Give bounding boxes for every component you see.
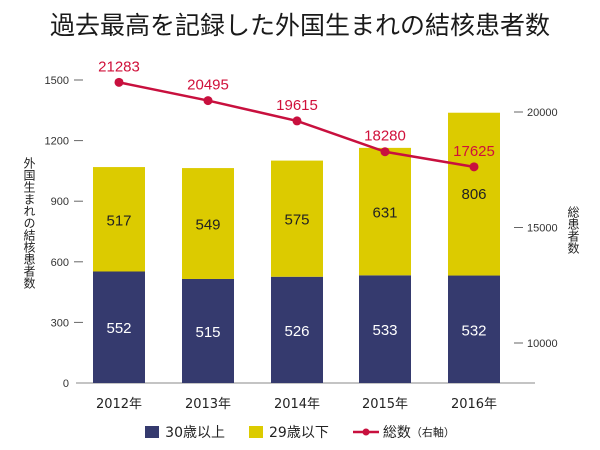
left-tick-label: 600	[51, 257, 69, 269]
bar-label-30plus: 552	[106, 320, 131, 337]
total-line: 21283 20495 19615 18280 17625	[98, 58, 495, 172]
bar-label-29under: 631	[372, 205, 397, 222]
right-tick-label: 15000	[527, 223, 558, 235]
right-axis-title: 総患者数	[566, 206, 580, 254]
total-point-label: 17625	[453, 143, 495, 160]
legend-label-30plus: 30歳以上	[165, 425, 225, 441]
legend-label-29under: 29歳以下	[269, 425, 329, 441]
legend: 30歳以上 29歳以下 総数 （右軸）	[0, 422, 600, 442]
bar-label-29under: 549	[195, 217, 220, 234]
total-point-label: 21283	[98, 58, 140, 75]
left-tick-label: 300	[51, 317, 69, 329]
legend-swatch-30plus	[145, 426, 160, 438]
x-tick-label: 2016年	[451, 397, 497, 412]
total-point	[469, 162, 479, 172]
bar-label-29under: 575	[284, 212, 309, 229]
bar-29under	[359, 147, 411, 276]
bar-label-30plus: 526	[284, 323, 309, 340]
left-axis: 0 300 600 900 1200 1500	[45, 75, 83, 390]
legend-swatch-29under	[249, 426, 263, 438]
left-tick-label: 1200	[45, 136, 69, 148]
total-point	[203, 96, 213, 106]
left-tick-label: 0	[63, 378, 69, 390]
bar-30plus	[93, 271, 145, 383]
bar-label-30plus: 533	[372, 322, 397, 339]
legend-item-total: 総数 （右軸）	[352, 422, 455, 442]
right-axis: 10000 15000 20000	[514, 107, 558, 350]
bar-label-30plus: 532	[461, 322, 486, 339]
total-point-label: 19615	[276, 97, 318, 114]
bar-29under	[182, 168, 234, 279]
bar-label-29under: 517	[106, 212, 131, 229]
legend-line-marker-icon	[352, 428, 379, 436]
x-tick-label: 2012年	[96, 397, 142, 412]
bar-30plus	[359, 275, 411, 383]
left-tick-label: 1500	[45, 75, 69, 87]
x-tick-label: 2015年	[362, 397, 408, 412]
bar-29under	[448, 112, 500, 276]
legend-label-total-suffix: （右軸）	[410, 426, 455, 439]
x-tick-label: 2014年	[274, 397, 320, 412]
bar-label-30plus: 515	[195, 324, 220, 341]
left-axis-title: 外国生まれの結核患者数	[22, 157, 36, 289]
legend-label-total: 総数	[382, 425, 411, 441]
legend-item-29under: 29歳以下	[249, 422, 329, 442]
chart-title: 過去最高を記録した外国生まれの結核患者数	[49, 11, 550, 40]
total-point	[114, 77, 124, 87]
total-point	[380, 147, 390, 157]
x-axis-labels: 2012年 2013年 2014年 2015年 2016年	[96, 397, 497, 412]
right-tick-label: 10000	[527, 338, 558, 350]
bar-30plus	[448, 275, 500, 383]
bar-29under	[93, 167, 145, 272]
bar-30plus	[271, 276, 323, 383]
legend-item-30plus: 30歳以上	[145, 422, 225, 442]
bars: 552 517 515 549 526 575 533 631 532 806	[93, 112, 500, 383]
total-point	[292, 116, 302, 126]
left-tick-label: 900	[51, 196, 69, 208]
x-tick-label: 2013年	[185, 397, 231, 412]
bar-label-29under: 806	[461, 186, 486, 203]
total-point-label: 18280	[364, 128, 406, 145]
right-tick-label: 20000	[527, 107, 558, 119]
bar-30plus	[182, 278, 234, 383]
bar-29under	[271, 160, 323, 277]
total-point-label: 20495	[187, 77, 229, 94]
